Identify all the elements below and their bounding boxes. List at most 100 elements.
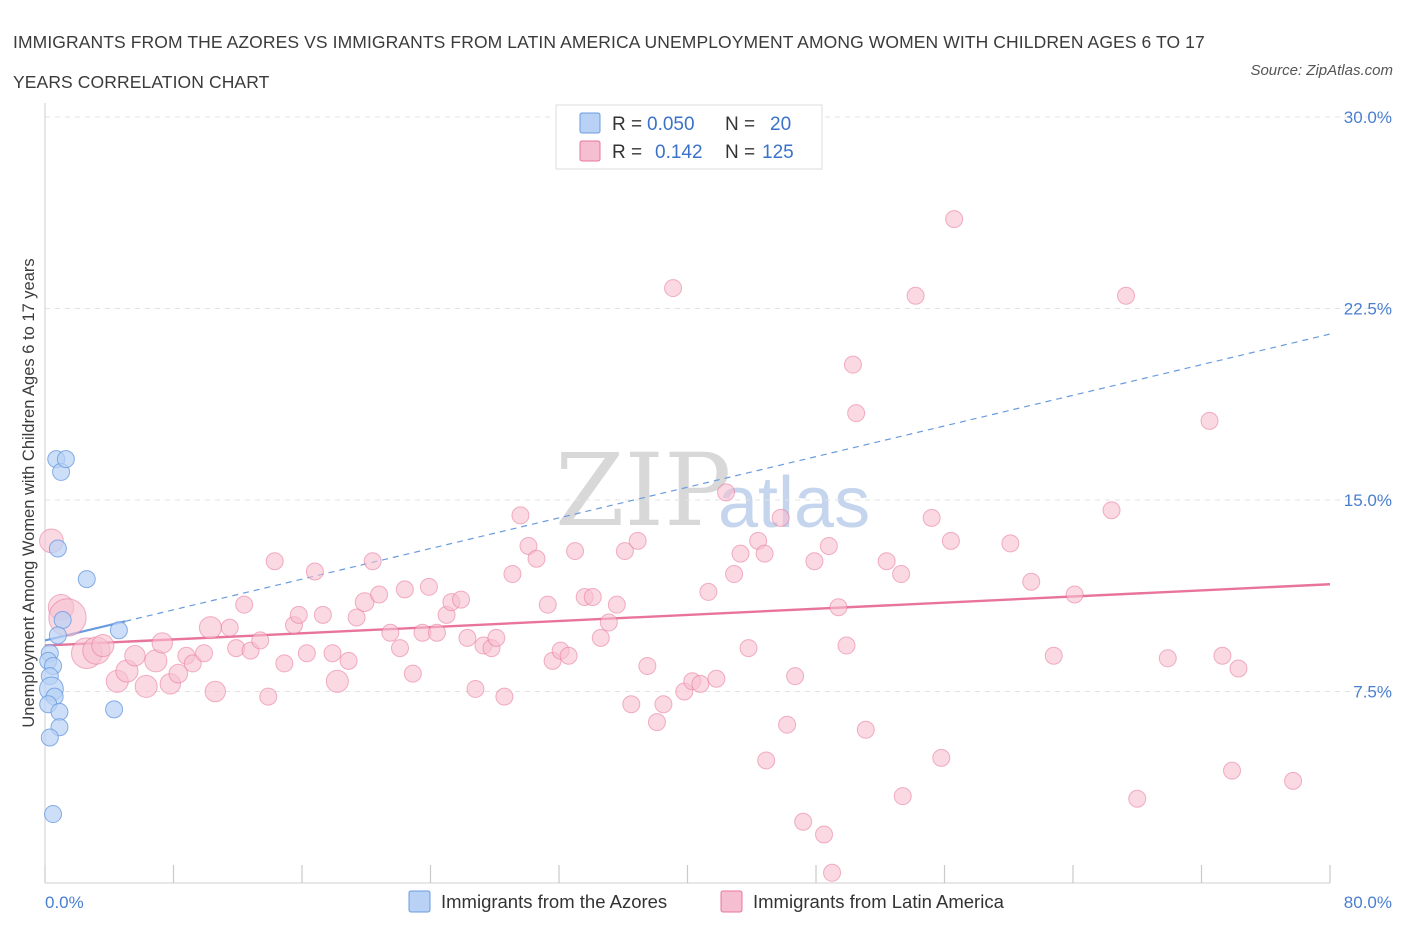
latin-point-81: [717, 483, 736, 502]
azores-point-18: [40, 728, 59, 747]
latin-point-66: [591, 628, 610, 647]
latin-point-101: [877, 552, 896, 571]
latin-point-78: [691, 674, 710, 693]
latin-point-108: [945, 210, 964, 229]
latin-point-11: [151, 632, 173, 654]
latin-point-56: [511, 506, 530, 525]
azores-point-19: [44, 805, 63, 824]
latin-point-79: [699, 582, 718, 601]
latin-point-113: [1102, 501, 1121, 520]
azores-point-6: [109, 621, 128, 640]
latin-point-53: [487, 628, 506, 647]
latin-point-94: [819, 536, 838, 555]
azores-point-7: [48, 626, 67, 645]
latin-point-57: [519, 536, 538, 555]
latin-point-74: [654, 695, 673, 714]
latin-point-69: [615, 542, 634, 561]
azores-point-16: [105, 700, 124, 719]
latin-america-points: [39, 210, 1303, 882]
source-credit: Source: ZipAtlas.com: [1250, 62, 1393, 79]
latin-point-39: [381, 623, 400, 642]
latin-point-90: [786, 667, 805, 686]
latin-point-80: [707, 669, 726, 688]
watermark-zip: ZIP: [555, 432, 731, 549]
azores-point-2: [56, 450, 75, 469]
legend-latin-n-value: 125: [762, 142, 794, 163]
latin-point-23: [251, 631, 270, 650]
latin-point-16: [195, 644, 214, 663]
legend-azores-r-value: 0.050: [647, 114, 695, 135]
latin-point-35: [347, 608, 366, 627]
latin-point-88: [771, 508, 790, 527]
latin-point-72: [638, 656, 657, 675]
latin-point-107: [941, 531, 960, 550]
bottom-legend-latin-swatch: [720, 890, 743, 913]
latin-point-104: [906, 286, 925, 305]
legend-latin-swatch: [579, 140, 601, 162]
latin-point-86: [755, 544, 774, 563]
latin-point-48: [452, 590, 471, 609]
latin-point-32: [323, 644, 342, 663]
latin-point-62: [559, 646, 578, 665]
latin-point-30: [305, 562, 324, 581]
bottom-legend-latin-label: Immigrants from Latin America: [753, 891, 1005, 912]
latin-point-29: [297, 644, 316, 663]
azores-trend-dashed: [125, 333, 1331, 622]
latin-point-15: [183, 654, 202, 673]
bottom-legend-azores-label: Immigrants from the Azores: [441, 891, 667, 912]
y-tick-label-0: 7.5%: [1353, 683, 1392, 702]
latin-point-65: [583, 588, 602, 607]
latin-point-75: [664, 279, 683, 298]
latin-point-19: [220, 618, 239, 637]
legend-latin-r-label: R =: [612, 142, 642, 163]
latin-point-45: [427, 623, 446, 642]
latin-point-34: [339, 651, 358, 670]
latin-point-103: [893, 787, 912, 806]
latin-point-71: [628, 531, 647, 550]
latin-point-41: [395, 580, 414, 599]
latin-point-33: [325, 669, 349, 693]
azores-point-3: [48, 539, 67, 558]
latin-point-59: [538, 595, 557, 614]
legend-azores-r-label: R =: [612, 114, 642, 135]
watermark-atlas: atlas: [718, 463, 870, 543]
y-tick-label-3: 30.0%: [1344, 108, 1392, 127]
latin-point-102: [892, 565, 911, 584]
latin-point-26: [275, 654, 294, 673]
latin-point-54: [495, 687, 514, 706]
legend-latin-r-value: 0.142: [655, 142, 703, 163]
latin-point-98: [847, 404, 866, 423]
axes: [44, 103, 1331, 884]
y-tick-label-1: 15.0%: [1344, 491, 1392, 510]
latin-point-8: [124, 645, 146, 667]
latin-point-63: [566, 542, 585, 561]
latin-point-96: [829, 598, 848, 617]
latin-point-87: [757, 751, 776, 770]
azores-points: [39, 450, 128, 824]
latin-point-111: [1044, 646, 1063, 665]
latin-point-116: [1158, 649, 1177, 668]
latin-point-97: [837, 636, 856, 655]
latin-point-83: [731, 544, 750, 563]
latin-point-89: [778, 715, 797, 734]
latin-point-70: [622, 695, 641, 714]
azores-point-15: [50, 702, 69, 721]
latin-point-25: [265, 552, 284, 571]
x-tick-label-max: 80.0%: [1344, 893, 1392, 912]
latin-point-118: [1213, 646, 1232, 665]
latin-point-93: [815, 825, 834, 844]
latin-point-95: [823, 863, 842, 882]
latin-point-42: [403, 664, 422, 683]
chart-title: IMMIGRANTS FROM THE AZORES VS IMMIGRANTS…: [13, 32, 1205, 92]
latin-point-44: [419, 577, 438, 596]
latin-point-67: [599, 613, 618, 632]
latin-point-31: [313, 605, 332, 624]
latin-point-92: [805, 552, 824, 571]
latin-point-9: [134, 674, 158, 698]
latin-point-120: [1229, 659, 1248, 678]
latin-point-58: [527, 549, 546, 568]
latin-point-36: [354, 592, 375, 612]
latin-point-28: [289, 605, 308, 624]
latin-point-106: [932, 748, 951, 767]
